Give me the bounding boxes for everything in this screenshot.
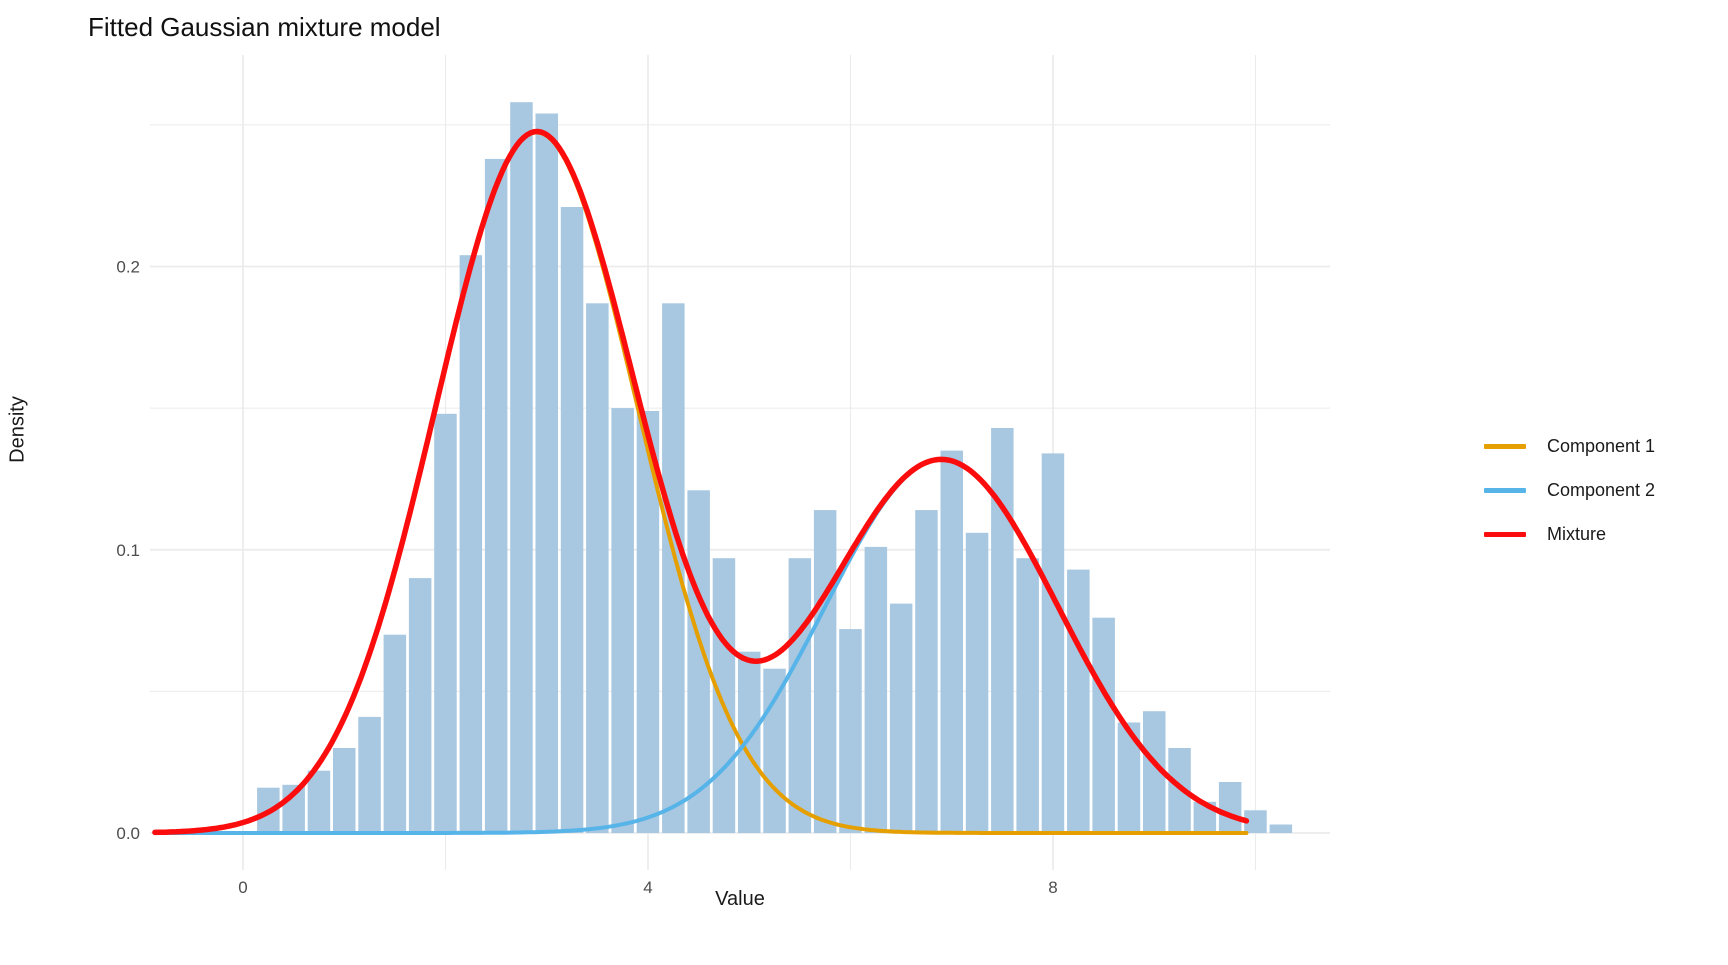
y-axis-title: Density — [6, 396, 29, 463]
histogram-bar — [1117, 722, 1141, 833]
histogram-bar — [358, 716, 381, 833]
legend-label: Component 2 — [1547, 479, 1656, 500]
histogram-bar — [965, 532, 989, 833]
histogram-bar — [611, 408, 634, 833]
legend-label: Mixture — [1547, 523, 1607, 544]
x-tick-label: 4 — [643, 878, 652, 897]
axis-tick-labels: 0 4 8 0.0 0.1 0.2 — [116, 258, 1057, 898]
histogram-bar — [1168, 748, 1191, 833]
histogram-bar — [839, 629, 862, 833]
histogram-bar — [813, 510, 837, 833]
x-tick-label: 8 — [1048, 878, 1057, 897]
legend-key-line — [1484, 531, 1526, 537]
y-tick-label: 0.0 — [116, 824, 140, 843]
legend: Component 1 Component 2 Mixture — [1484, 424, 1655, 556]
chart-title: Fitted Gaussian mixture model — [88, 12, 441, 42]
histogram-bar — [864, 546, 888, 833]
histogram-bar — [586, 303, 609, 833]
histogram-bar — [1143, 711, 1166, 833]
legend-entry: Component 2 — [1484, 468, 1655, 512]
histogram-bar — [662, 303, 685, 833]
legend-key-line — [1484, 487, 1526, 493]
x-tick-label: 0 — [238, 878, 247, 897]
histogram-bar — [1218, 782, 1242, 833]
histogram-bar — [889, 603, 913, 833]
histogram-bar — [763, 668, 786, 833]
histogram-bar — [560, 207, 584, 833]
histogram-bar — [738, 651, 761, 833]
legend-key-line — [1484, 443, 1526, 449]
histogram-bar — [434, 413, 457, 833]
histogram-bar — [484, 158, 508, 833]
y-tick-label: 0.2 — [116, 258, 140, 277]
histogram-bar — [408, 578, 432, 833]
histogram-bar — [788, 558, 812, 833]
histogram-bar — [510, 102, 533, 833]
curve-mixture — [152, 128, 1250, 836]
legend-label: Component 1 — [1547, 435, 1656, 456]
histogram-bar — [459, 255, 483, 833]
histogram-bar — [915, 510, 938, 833]
legend-entry: Component 1 — [1484, 424, 1655, 468]
y-tick-label: 0.1 — [116, 541, 140, 560]
histogram-bar — [535, 113, 558, 833]
histogram-bar — [991, 428, 1014, 833]
histogram-bars — [257, 102, 1293, 833]
histogram-bar — [307, 770, 331, 833]
histogram-bar — [1067, 569, 1090, 833]
histogram-bar — [1244, 810, 1267, 833]
x-axis-title: Value — [715, 888, 765, 910]
histogram-bar — [383, 634, 407, 833]
histogram-bar — [1269, 824, 1293, 833]
histogram-bar — [940, 450, 963, 833]
histogram-bar — [712, 558, 736, 833]
histogram-bar — [1041, 453, 1065, 833]
histogram-bar — [636, 411, 660, 833]
histogram-bar — [1092, 617, 1115, 833]
histogram-bar — [1016, 558, 1039, 833]
legend-entry: Mixture — [1484, 512, 1655, 556]
histogram-bar — [333, 748, 356, 833]
